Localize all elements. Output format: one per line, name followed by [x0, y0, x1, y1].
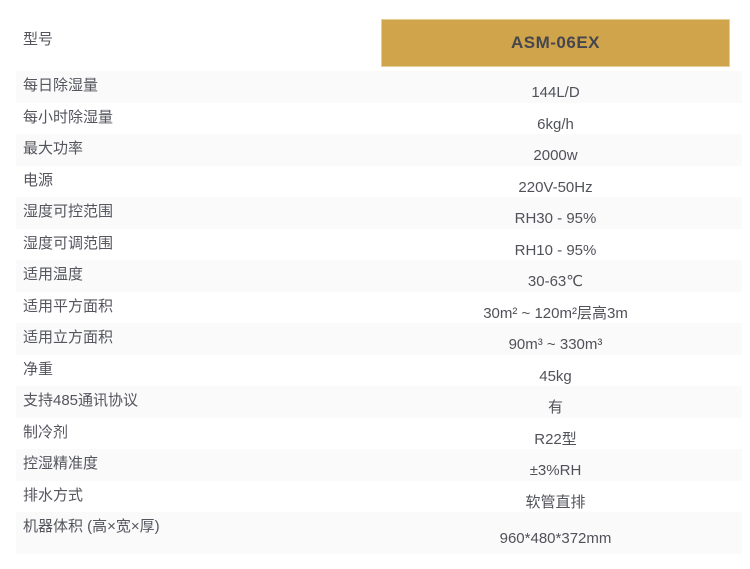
spec-row-value: RH30 - 95%	[514, 210, 597, 227]
spec-row-label: 排水方式	[23, 486, 84, 504]
spec-row-value: R22型	[534, 430, 577, 448]
spec-row: 每小时除湿量 6kg/h	[16, 103, 742, 135]
spec-table: 型号 ASM-06EX 每日除湿量 144L/D 每小时除湿量 6kg/h 最大…	[16, 19, 742, 554]
spec-row-value: 960*480*372mm	[499, 530, 612, 547]
spec-row-value: 90m³ ~ 330m³	[508, 336, 603, 353]
spec-row-label: 适用立方面积	[23, 329, 114, 346]
spec-row-value: 30m² ~ 120m²层高3m	[483, 304, 628, 322]
spec-row: 适用平方面积 30m² ~ 120m²层高3m	[16, 292, 742, 324]
spec-row-value: 30-63℃	[527, 273, 584, 290]
spec-row-label: 控湿精准度	[23, 455, 99, 472]
spec-row-label: 适用平方面积	[23, 297, 114, 315]
spec-row-label: 净重	[23, 360, 54, 378]
spec-row-value: 220V-50Hz	[518, 178, 593, 196]
spec-row: 最大功率 2000w	[16, 134, 742, 166]
spec-row-value: 45kg	[539, 367, 572, 385]
spec-rows: 每日除湿量 144L/D 每小时除湿量 6kg/h 最大功率 2000w 电源 …	[16, 71, 742, 554]
spec-row-value: 144L/D	[531, 84, 580, 101]
spec-row-label: 制冷剂	[23, 423, 69, 441]
spec-row: 湿度可控范围 RH30 - 95%	[16, 197, 742, 229]
spec-row-label: 湿度可控范围	[23, 203, 114, 220]
spec-header-row: 型号 ASM-06EX	[16, 19, 742, 67]
model-row-label: 型号	[23, 31, 54, 48]
spec-row-label: 每日除湿量	[23, 77, 99, 94]
spec-row-value: 有	[547, 399, 563, 416]
spec-row: 支持485通讯协议 有	[16, 386, 742, 418]
spec-row: 湿度可调范围 RH10 - 95%	[16, 229, 742, 261]
spec-row-label: 机器体积 (高×宽×厚)	[23, 518, 160, 535]
spec-row: 排水方式 软管直排	[16, 481, 742, 513]
spec-row-label: 每小时除湿量	[23, 108, 114, 126]
spec-row-label: 湿度可调范围	[23, 234, 114, 252]
model-badge: ASM-06EX	[381, 19, 730, 67]
spec-row-value: 6kg/h	[537, 115, 574, 133]
spec-row: 电源 220V-50Hz	[16, 166, 742, 198]
spec-row: 机器体积 (高×宽×厚) 960*480*372mm	[16, 512, 742, 554]
spec-row-value: 软管直排	[525, 493, 586, 511]
spec-row: 制冷剂 R22型	[16, 418, 742, 450]
spec-row-label: 支持485通讯协议	[23, 392, 139, 409]
spec-row-label: 适用温度	[23, 266, 84, 283]
spec-row-value: 2000w	[533, 147, 578, 164]
spec-row-label: 最大功率	[23, 140, 84, 157]
spec-row: 适用温度 30-63℃	[16, 260, 742, 292]
spec-row: 净重 45kg	[16, 355, 742, 387]
spec-row: 每日除湿量 144L/D	[16, 71, 742, 103]
spec-row-value: ±3%RH	[529, 462, 582, 479]
spec-row: 适用立方面积 90m³ ~ 330m³	[16, 323, 742, 355]
spec-row-label: 电源	[23, 171, 54, 189]
spec-row-value: RH10 - 95%	[514, 241, 597, 259]
spec-row: 控湿精准度 ±3%RH	[16, 449, 742, 481]
